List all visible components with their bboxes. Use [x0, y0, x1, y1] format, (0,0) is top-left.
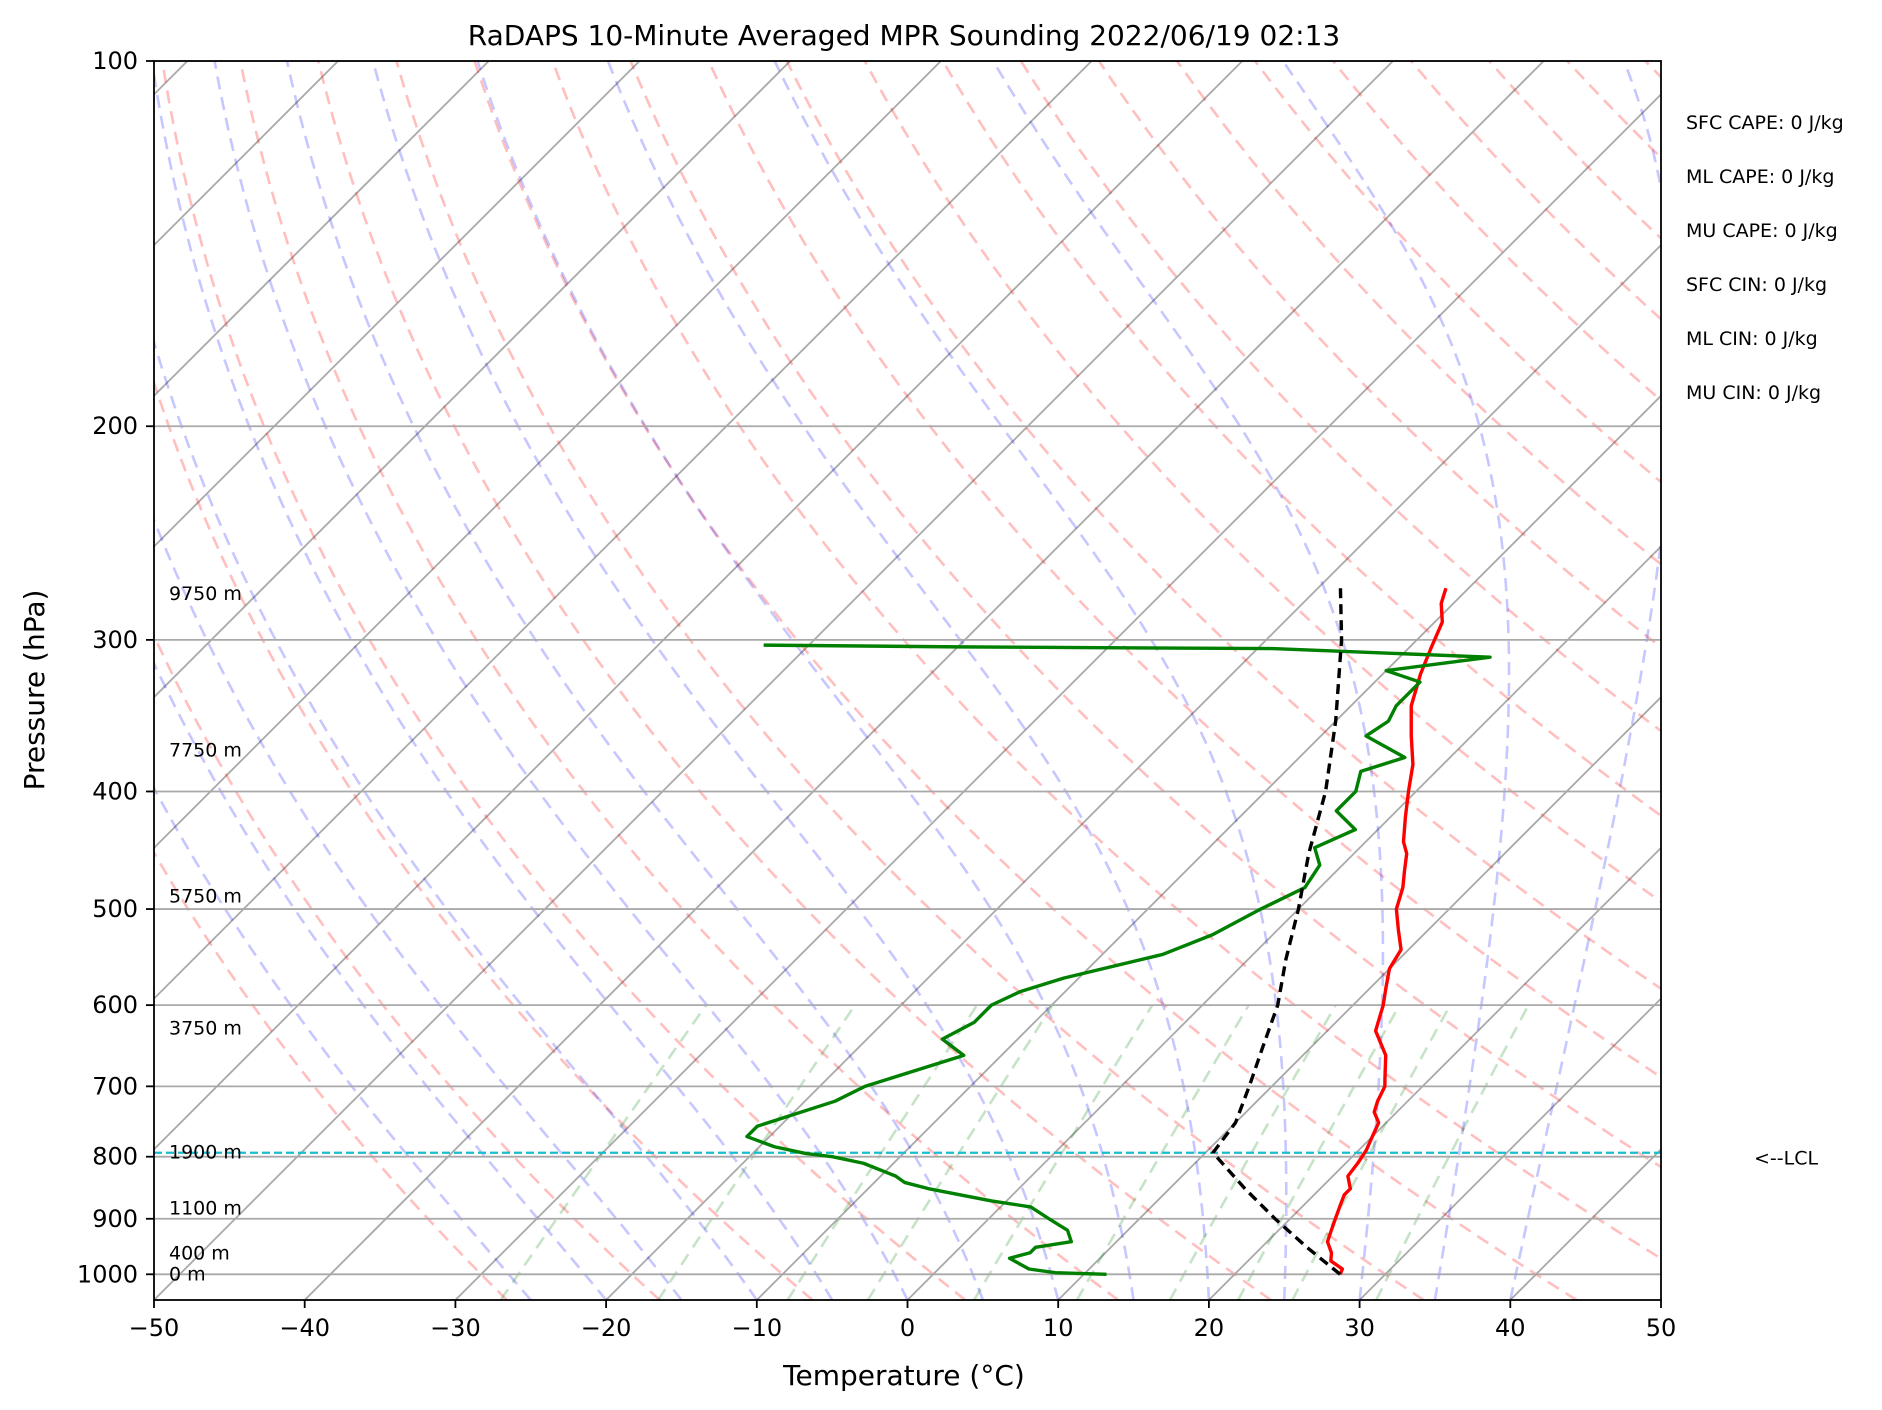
- x-tick-label: −40: [279, 1314, 330, 1342]
- y-tick-label: 400: [92, 777, 138, 805]
- y-tick-label: 800: [92, 1143, 138, 1171]
- height-label: 9750 m: [169, 583, 242, 605]
- index-label: ML CIN: 0 J/kg: [1686, 328, 1818, 350]
- x-tick-label: −20: [581, 1314, 632, 1342]
- y-tick-label: 100: [92, 47, 138, 75]
- y-tick-label: 300: [92, 626, 138, 654]
- y-tick-label: 1000: [77, 1260, 138, 1288]
- y-tick-label: 200: [92, 412, 138, 440]
- x-tick-label: 0: [900, 1314, 915, 1342]
- height-label: 400 m: [169, 1242, 230, 1264]
- height-label: 1900 m: [169, 1142, 242, 1164]
- index-label: MU CIN: 0 J/kg: [1686, 382, 1821, 404]
- x-tick-label: 30: [1344, 1314, 1375, 1342]
- y-tick-label: 900: [92, 1205, 138, 1233]
- x-tick-label: 20: [1194, 1314, 1225, 1342]
- index-label: SFC CAPE: 0 J/kg: [1686, 112, 1844, 134]
- x-tick-label: 40: [1495, 1314, 1526, 1342]
- height-label: 5750 m: [169, 885, 242, 907]
- index-label: ML CAPE: 0 J/kg: [1686, 166, 1834, 188]
- x-tick-label: 50: [1646, 1314, 1677, 1342]
- x-tick-label: −30: [430, 1314, 481, 1342]
- height-label: 7750 m: [169, 739, 242, 761]
- index-label: SFC CIN: 0 J/kg: [1686, 274, 1827, 296]
- chart-title: RaDAPS 10-Minute Averaged MPR Sounding 2…: [468, 19, 1340, 52]
- height-label: 1100 m: [169, 1198, 242, 1220]
- y-tick-label: 700: [92, 1072, 138, 1100]
- height-label: 0 m: [169, 1263, 206, 1285]
- x-axis-label: Temperature (°C): [782, 1359, 1025, 1392]
- x-tick-label: −10: [731, 1314, 782, 1342]
- y-tick-label: 500: [92, 895, 138, 923]
- height-label: 3750 m: [169, 1017, 242, 1039]
- x-tick-label: 10: [1043, 1314, 1074, 1342]
- y-axis-label: Pressure (hPa): [18, 590, 51, 791]
- index-label: MU CAPE: 0 J/kg: [1686, 220, 1838, 242]
- y-tick-label: 600: [92, 991, 138, 1019]
- lcl-label: <--LCL: [1754, 1148, 1818, 1170]
- x-tick-label: −50: [129, 1314, 180, 1342]
